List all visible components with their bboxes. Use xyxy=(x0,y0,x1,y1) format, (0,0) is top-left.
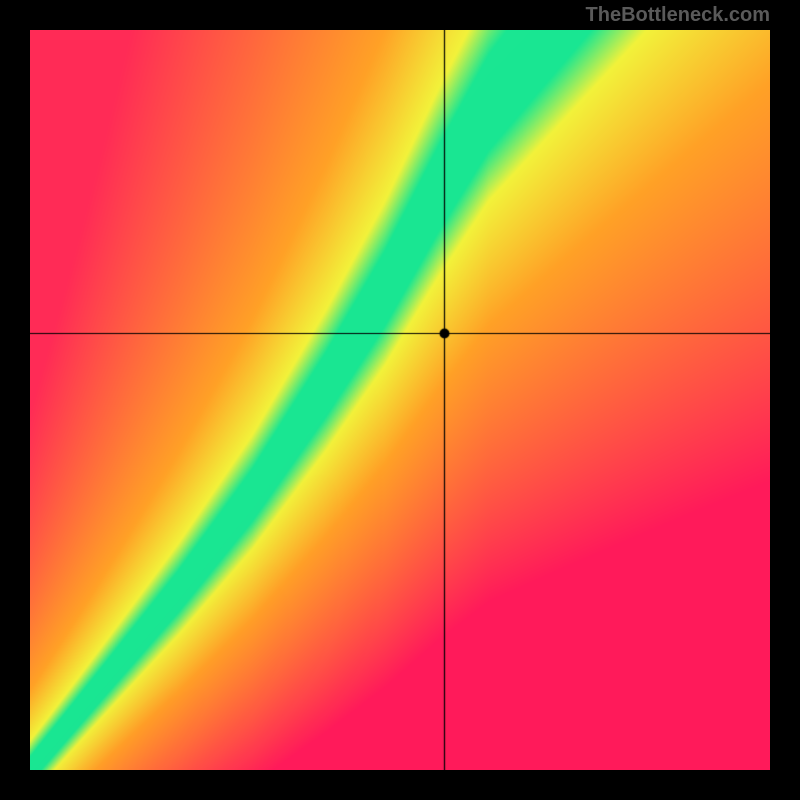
heatmap-chart xyxy=(30,30,770,770)
watermark-text: TheBottleneck.com xyxy=(586,4,770,27)
heatmap-canvas xyxy=(30,30,770,770)
